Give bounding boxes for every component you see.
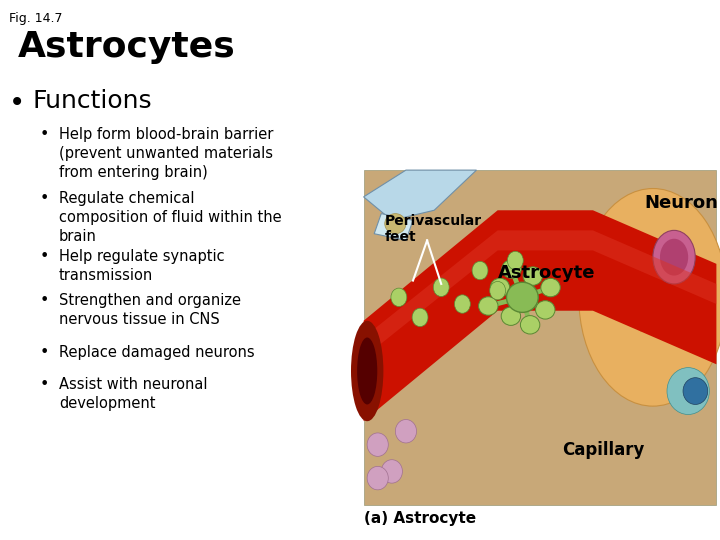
Ellipse shape [382, 460, 402, 483]
Text: Astrocyte: Astrocyte [498, 264, 596, 282]
Text: •: • [40, 377, 49, 392]
FancyBboxPatch shape [364, 170, 716, 505]
Ellipse shape [536, 301, 555, 319]
Text: •: • [40, 249, 49, 264]
Text: Fig. 14.7: Fig. 14.7 [9, 12, 62, 25]
Polygon shape [647, 295, 669, 335]
Polygon shape [619, 281, 656, 302]
Text: •: • [40, 345, 49, 360]
Polygon shape [374, 214, 413, 240]
Text: •: • [40, 127, 49, 142]
Text: Astrocytes: Astrocytes [18, 30, 235, 64]
Ellipse shape [683, 377, 708, 404]
Ellipse shape [521, 315, 540, 334]
Polygon shape [652, 289, 694, 302]
Text: Help form blood-brain barrier
(prevent unwanted materials
from entering brain): Help form blood-brain barrier (prevent u… [59, 127, 274, 180]
Polygon shape [646, 251, 660, 298]
Ellipse shape [351, 321, 383, 421]
Ellipse shape [502, 260, 521, 278]
Ellipse shape [506, 282, 539, 312]
Ellipse shape [412, 308, 428, 327]
Polygon shape [364, 231, 716, 357]
Ellipse shape [472, 261, 488, 280]
Text: Neuron: Neuron [644, 193, 718, 212]
Text: Replace damaged neurons: Replace damaged neurons [59, 345, 255, 360]
Polygon shape [610, 292, 655, 308]
Text: •: • [40, 191, 49, 206]
Ellipse shape [395, 420, 416, 443]
Ellipse shape [367, 467, 388, 490]
Text: Strengthen and organize
nervous tissue in CNS: Strengthen and organize nervous tissue i… [59, 293, 241, 327]
Polygon shape [364, 170, 477, 220]
Text: •: • [9, 89, 25, 117]
Ellipse shape [454, 295, 470, 313]
Text: Capillary: Capillary [562, 441, 644, 460]
Ellipse shape [501, 307, 521, 326]
Text: •: • [40, 293, 49, 308]
Ellipse shape [490, 281, 505, 300]
Ellipse shape [433, 278, 449, 296]
Text: (a) Astrocyte: (a) Astrocyte [364, 511, 476, 526]
Polygon shape [648, 267, 673, 300]
Ellipse shape [367, 433, 388, 456]
Ellipse shape [660, 239, 688, 275]
Ellipse shape [541, 279, 560, 297]
Text: Assist with neuronal
development: Assist with neuronal development [59, 377, 207, 411]
Ellipse shape [490, 278, 510, 296]
Text: Perivascular
feet: Perivascular feet [384, 214, 482, 244]
Text: Help regulate synaptic
transmission: Help regulate synaptic transmission [59, 249, 225, 283]
Text: Functions: Functions [32, 89, 152, 113]
Ellipse shape [384, 214, 406, 234]
Text: Regulate chemical
composition of fluid within the
brain: Regulate chemical composition of fluid w… [59, 191, 282, 244]
Ellipse shape [508, 251, 523, 269]
Ellipse shape [523, 267, 542, 285]
Ellipse shape [357, 338, 377, 404]
Ellipse shape [579, 188, 720, 406]
Ellipse shape [479, 297, 498, 315]
Polygon shape [364, 210, 716, 421]
Polygon shape [641, 296, 660, 332]
Ellipse shape [653, 231, 696, 284]
Ellipse shape [667, 368, 709, 415]
Ellipse shape [391, 288, 407, 307]
Polygon shape [651, 292, 689, 308]
